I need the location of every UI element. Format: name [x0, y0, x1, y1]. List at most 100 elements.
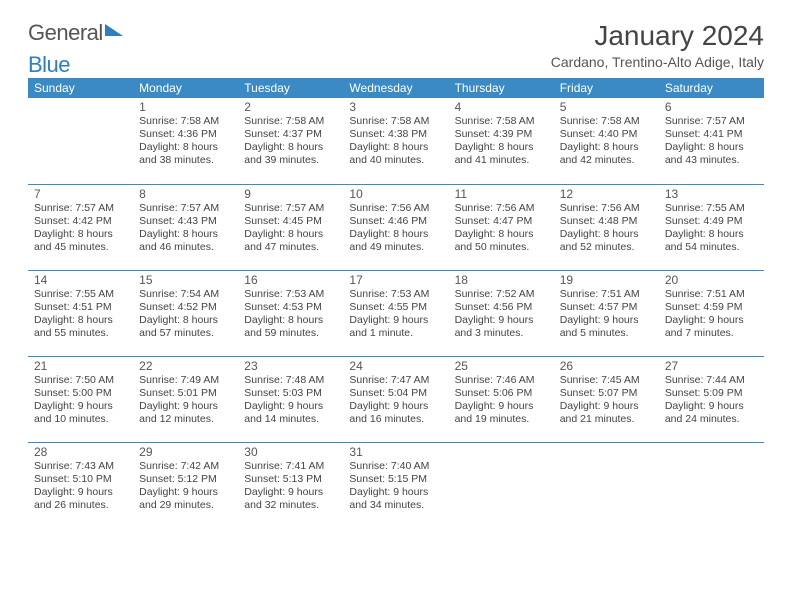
cell-text: Daylight: 8 hours — [455, 141, 548, 154]
day-number: 10 — [349, 187, 442, 201]
cell-text: and 34 minutes. — [349, 499, 442, 512]
day-number: 13 — [665, 187, 758, 201]
cell-text: Sunrise: 7:55 AM — [34, 288, 127, 301]
dayname-wed: Wednesday — [343, 78, 448, 98]
cell-text: Sunrise: 7:49 AM — [139, 374, 232, 387]
calendar-cell: 17Sunrise: 7:53 AMSunset: 4:55 PMDayligh… — [343, 270, 448, 356]
day-number: 7 — [34, 187, 127, 201]
calendar-cell: 11Sunrise: 7:56 AMSunset: 4:47 PMDayligh… — [449, 184, 554, 270]
cell-text: Sunset: 4:38 PM — [349, 128, 442, 141]
day-number: 3 — [349, 100, 442, 114]
cell-text: and 41 minutes. — [455, 154, 548, 167]
dayname-row: Sunday Monday Tuesday Wednesday Thursday… — [28, 78, 764, 98]
cell-text: Sunset: 5:07 PM — [560, 387, 653, 400]
cell-text: Daylight: 8 hours — [665, 141, 758, 154]
cell-text: Sunset: 4:52 PM — [139, 301, 232, 314]
cell-text: Sunrise: 7:56 AM — [349, 202, 442, 215]
calendar-cell — [28, 98, 133, 184]
cell-text: Sunrise: 7:41 AM — [244, 460, 337, 473]
cell-text: Sunrise: 7:48 AM — [244, 374, 337, 387]
cell-text: Sunrise: 7:45 AM — [560, 374, 653, 387]
day-number: 29 — [139, 445, 232, 459]
calendar-cell: 10Sunrise: 7:56 AMSunset: 4:46 PMDayligh… — [343, 184, 448, 270]
cell-text: Daylight: 8 hours — [244, 141, 337, 154]
cell-text: Daylight: 8 hours — [560, 141, 653, 154]
cell-text: and 32 minutes. — [244, 499, 337, 512]
cell-text: Sunset: 4:51 PM — [34, 301, 127, 314]
cell-text: and 54 minutes. — [665, 241, 758, 254]
cell-text: Sunrise: 7:40 AM — [349, 460, 442, 473]
calendar-cell: 4Sunrise: 7:58 AMSunset: 4:39 PMDaylight… — [449, 98, 554, 184]
day-number: 30 — [244, 445, 337, 459]
calendar-cell: 24Sunrise: 7:47 AMSunset: 5:04 PMDayligh… — [343, 356, 448, 442]
cell-text: Sunrise: 7:53 AM — [244, 288, 337, 301]
cell-text: and 42 minutes. — [560, 154, 653, 167]
cell-text: Daylight: 8 hours — [34, 314, 127, 327]
header-row: General January 2024 — [28, 20, 764, 52]
cell-text: and 49 minutes. — [349, 241, 442, 254]
calendar-cell: 23Sunrise: 7:48 AMSunset: 5:03 PMDayligh… — [238, 356, 343, 442]
cell-text: Sunset: 4:56 PM — [455, 301, 548, 314]
cell-text: Daylight: 8 hours — [244, 228, 337, 241]
cell-text: Sunset: 5:04 PM — [349, 387, 442, 400]
cell-text: Sunset: 4:57 PM — [560, 301, 653, 314]
day-number: 8 — [139, 187, 232, 201]
cell-text: Sunset: 4:39 PM — [455, 128, 548, 141]
calendar-cell: 6Sunrise: 7:57 AMSunset: 4:41 PMDaylight… — [659, 98, 764, 184]
cell-text: Sunrise: 7:56 AM — [560, 202, 653, 215]
dayname-sat: Saturday — [659, 78, 764, 98]
cell-text: and 39 minutes. — [244, 154, 337, 167]
logo-text-1: General — [28, 20, 103, 46]
cell-text: Sunrise: 7:51 AM — [560, 288, 653, 301]
cell-text: Sunset: 5:03 PM — [244, 387, 337, 400]
calendar-row: 28Sunrise: 7:43 AMSunset: 5:10 PMDayligh… — [28, 442, 764, 528]
cell-text: and 7 minutes. — [665, 327, 758, 340]
page-title: January 2024 — [594, 20, 764, 52]
cell-text: Sunrise: 7:42 AM — [139, 460, 232, 473]
logo-triangle-icon — [105, 24, 123, 36]
cell-text: Sunrise: 7:58 AM — [349, 115, 442, 128]
calendar-row: 14Sunrise: 7:55 AMSunset: 4:51 PMDayligh… — [28, 270, 764, 356]
cell-text: Sunset: 5:09 PM — [665, 387, 758, 400]
calendar-cell: 31Sunrise: 7:40 AMSunset: 5:15 PMDayligh… — [343, 442, 448, 528]
cell-text: Daylight: 9 hours — [34, 400, 127, 413]
cell-text: and 52 minutes. — [560, 241, 653, 254]
cell-text: Sunset: 4:41 PM — [665, 128, 758, 141]
cell-text: Sunrise: 7:54 AM — [139, 288, 232, 301]
dayname-tue: Tuesday — [238, 78, 343, 98]
cell-text: Daylight: 9 hours — [455, 400, 548, 413]
logo: General — [28, 20, 123, 46]
cell-text: Sunset: 4:43 PM — [139, 215, 232, 228]
calendar-cell: 20Sunrise: 7:51 AMSunset: 4:59 PMDayligh… — [659, 270, 764, 356]
dayname-sun: Sunday — [28, 78, 133, 98]
cell-text: Sunset: 5:13 PM — [244, 473, 337, 486]
cell-text: and 19 minutes. — [455, 413, 548, 426]
day-number: 17 — [349, 273, 442, 287]
calendar-cell — [554, 442, 659, 528]
cell-text: Sunrise: 7:50 AM — [34, 374, 127, 387]
cell-text: Sunset: 4:45 PM — [244, 215, 337, 228]
cell-text: and 24 minutes. — [665, 413, 758, 426]
cell-text: Sunset: 4:47 PM — [455, 215, 548, 228]
cell-text: Sunrise: 7:58 AM — [244, 115, 337, 128]
calendar-cell: 21Sunrise: 7:50 AMSunset: 5:00 PMDayligh… — [28, 356, 133, 442]
day-number: 24 — [349, 359, 442, 373]
day-number: 20 — [665, 273, 758, 287]
day-number: 16 — [244, 273, 337, 287]
cell-text: Sunrise: 7:51 AM — [665, 288, 758, 301]
logo-line2: Blue — [28, 52, 70, 78]
cell-text: Sunset: 4:37 PM — [244, 128, 337, 141]
day-number: 14 — [34, 273, 127, 287]
cell-text: Daylight: 8 hours — [139, 141, 232, 154]
cell-text: and 45 minutes. — [34, 241, 127, 254]
cell-text: Daylight: 9 hours — [455, 314, 548, 327]
calendar-cell: 3Sunrise: 7:58 AMSunset: 4:38 PMDaylight… — [343, 98, 448, 184]
calendar-cell: 5Sunrise: 7:58 AMSunset: 4:40 PMDaylight… — [554, 98, 659, 184]
calendar-cell: 2Sunrise: 7:58 AMSunset: 4:37 PMDaylight… — [238, 98, 343, 184]
calendar-row: 21Sunrise: 7:50 AMSunset: 5:00 PMDayligh… — [28, 356, 764, 442]
calendar-cell: 19Sunrise: 7:51 AMSunset: 4:57 PMDayligh… — [554, 270, 659, 356]
cell-text: Daylight: 8 hours — [455, 228, 548, 241]
cell-text: Sunset: 5:06 PM — [455, 387, 548, 400]
day-number: 6 — [665, 100, 758, 114]
calendar-cell: 16Sunrise: 7:53 AMSunset: 4:53 PMDayligh… — [238, 270, 343, 356]
